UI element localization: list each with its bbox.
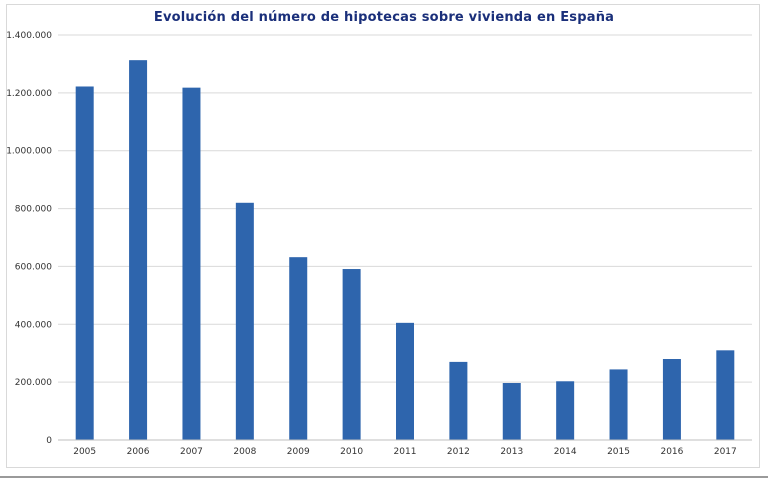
- y-tick-label: 1.000.000: [6, 147, 52, 157]
- bottom-divider: [0, 476, 768, 478]
- x-tick-label: 2009: [287, 447, 310, 457]
- bar-2006: [129, 60, 148, 441]
- bar-2008: [235, 202, 254, 440]
- x-tick-label: 2006: [127, 447, 150, 457]
- y-tick-label: 400.000: [15, 320, 52, 330]
- x-tick-label: 2015: [607, 447, 630, 457]
- x-tick-label: 2017: [714, 447, 737, 457]
- bar-2015: [609, 369, 628, 440]
- x-tick-label: 2005: [73, 447, 96, 457]
- x-tick-label: 2011: [394, 447, 417, 457]
- bar-2016: [662, 359, 681, 440]
- bars: [75, 60, 735, 441]
- bar-2014: [556, 381, 575, 440]
- y-tick-label: 800.000: [15, 205, 52, 215]
- bar-2005: [75, 86, 94, 440]
- y-tick-label: 0: [46, 436, 52, 446]
- y-tick-label: 200.000: [15, 378, 52, 388]
- bar-2011: [396, 322, 414, 440]
- bar-2012: [449, 361, 468, 440]
- y-tick-label: 1.200.000: [6, 89, 52, 99]
- gridlines: [58, 34, 752, 383]
- x-tick-label: 2014: [554, 447, 577, 457]
- x-tick-label: 2008: [233, 447, 256, 457]
- x-tick-label: 2013: [500, 447, 523, 457]
- x-tick-label: 2012: [447, 447, 470, 457]
- x-tick-label: 2007: [180, 447, 203, 457]
- bar-2007: [182, 87, 201, 441]
- y-tick-label: 1.400.000: [6, 31, 52, 41]
- bar-2013: [502, 383, 521, 440]
- x-tick-label: 2016: [660, 447, 683, 457]
- chart-title: Evolución del número de hipotecas sobre …: [153, 10, 615, 25]
- x-tick-label: 2010: [340, 447, 363, 457]
- bar-2017: [716, 350, 735, 440]
- y-axis-ticks: 0 200.000 400.000 600.000 800.000 1.000.000 1.…: [6, 31, 52, 446]
- y-tick-label: 600.000: [15, 262, 52, 272]
- x-axis-ticks: 2005 2006 2007 2008 2009 2010 2011 2012 2013 2014…: [73, 447, 737, 457]
- bar-2009: [289, 257, 308, 440]
- bar-2010: [342, 269, 361, 440]
